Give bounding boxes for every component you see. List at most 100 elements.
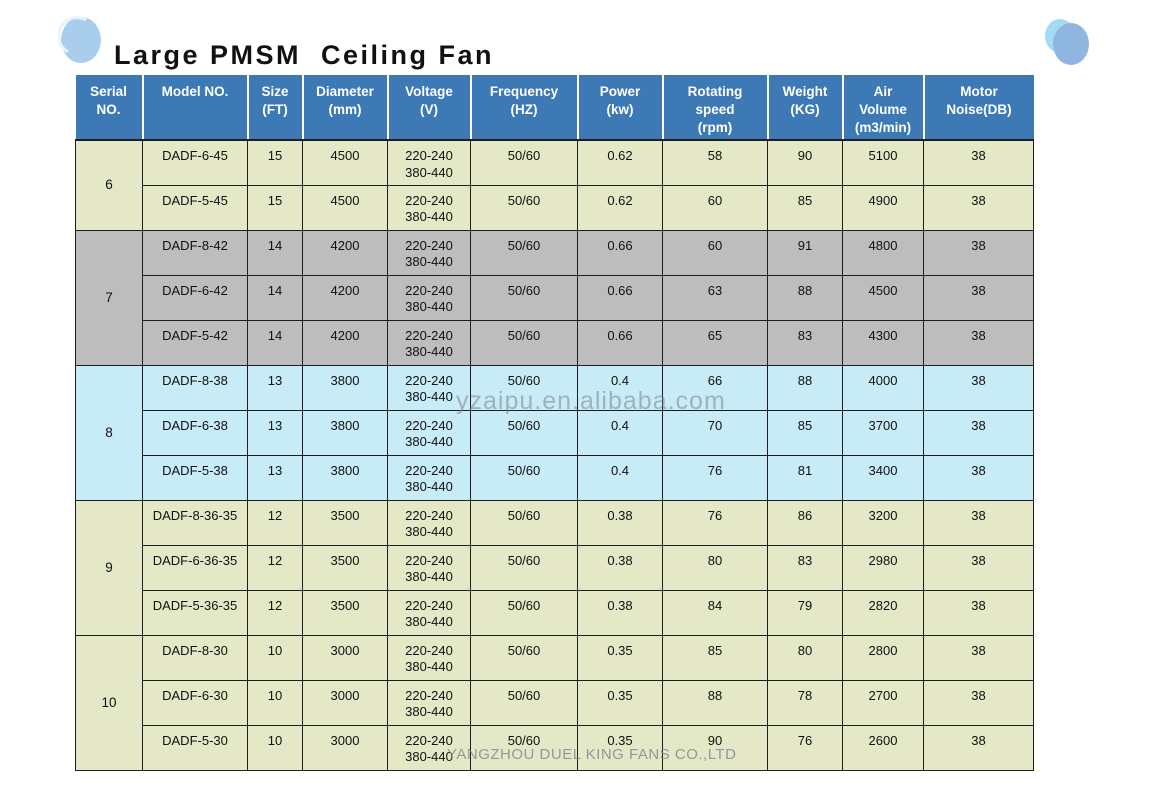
size-cell: 12 [247, 499, 303, 546]
noise-cell: 38 [923, 724, 1034, 771]
power-cell: 0.38 [577, 589, 663, 636]
size-cell: 15 [247, 184, 303, 231]
weight-cell: 85 [767, 409, 843, 456]
weight-cell: 91 [767, 229, 843, 276]
diameter-cell: 4500 [302, 184, 388, 231]
table-row: 10 DADF-8-30 10 3000 220-240 380-440 50/60 0.3… [75, 634, 1034, 771]
speed-cell: 65 [662, 319, 768, 366]
noise-cell: 38 [923, 589, 1034, 636]
table-row: 7 DADF-8-42 14 4200 220-240 380-440 50/60 0.66… [75, 229, 1034, 366]
speed-cell: 58 [662, 139, 768, 186]
noise-cell: 38 [923, 184, 1034, 231]
column-header-diameter: Diameter (mm) [302, 75, 389, 141]
table-body: 6 DADF-6-45 15 4500 220-240 380-440 50/60 0.62… [75, 139, 1034, 771]
diameter-cell: 3500 [302, 499, 388, 546]
voltage-cell: 220-240 380-440 [387, 319, 471, 366]
voltage-cell: 220-240 380-440 [387, 229, 471, 276]
frequency-cell: 50/60 [470, 409, 578, 456]
diameter-cell: 4200 [302, 274, 388, 321]
size-cell: 15 [247, 139, 303, 186]
model-cell: DADF-6-42 [142, 274, 248, 321]
diameter-cell: 4200 [302, 319, 388, 366]
power-cell: 0.66 [577, 274, 663, 321]
voltage-cell: 220-240 380-440 [387, 499, 471, 546]
voltage-cell: 220-240 380-440 [387, 184, 471, 231]
speed-cell: 60 [662, 184, 768, 231]
weight-cell: 80 [767, 634, 843, 681]
noise-cell: 38 [923, 409, 1034, 456]
power-cell: 0.35 [577, 679, 663, 726]
serial-cell: 7 [75, 229, 143, 366]
voltage-cell: 220-240 380-440 [387, 274, 471, 321]
weight-cell: 88 [767, 274, 843, 321]
frequency-cell: 50/60 [470, 319, 578, 366]
noise-cell: 38 [923, 634, 1034, 681]
size-cell: 10 [247, 679, 303, 726]
frequency-cell: 50/60 [470, 589, 578, 636]
table-row: DADF-6-42 14 4200 220-240 380-440 50/60 0.66 6… [76, 274, 1034, 321]
speed-cell: 88 [662, 679, 768, 726]
air-cell: 2800 [842, 634, 924, 681]
power-cell: 0.62 [577, 184, 663, 231]
power-cell: 0.66 [577, 319, 663, 366]
speed-cell: 90 [662, 724, 768, 771]
diameter-cell: 3000 [302, 634, 388, 681]
decorative-ellipse-left [58, 16, 101, 63]
column-header-size: Size (FT) [247, 75, 304, 141]
model-cell: DADF-5-42 [142, 319, 248, 366]
size-cell: 10 [247, 634, 303, 681]
weight-cell: 78 [767, 679, 843, 726]
noise-cell: 38 [923, 319, 1034, 366]
voltage-cell: 220-240 380-440 [387, 634, 471, 681]
column-header-speed: Rotating speed (rpm) [662, 75, 769, 141]
air-cell: 2980 [842, 544, 924, 591]
model-cell: DADF-5-30 [142, 724, 248, 771]
diameter-cell: 4500 [302, 139, 388, 186]
model-cell: DADF-5-36-35 [142, 589, 248, 636]
power-cell: 0.35 [577, 724, 663, 771]
table-row: DADF-5-45 15 4500 220-240 380-440 50/60 0.62 6… [76, 184, 1034, 231]
model-cell: DADF-6-30 [142, 679, 248, 726]
noise-cell: 38 [923, 544, 1034, 591]
air-cell: 4900 [842, 184, 924, 231]
table-row: DADF-5-36-35 12 3500 220-240 380-440 50/60 0.… [76, 589, 1034, 636]
speed-cell: 85 [662, 634, 768, 681]
table-row: 9 DADF-8-36-35 12 3500 220-240 380-440 50/60 0… [75, 499, 1034, 636]
diameter-cell: 3800 [302, 409, 388, 456]
column-header-air: Air Volume (m3/min) [842, 75, 925, 141]
size-cell: 10 [247, 724, 303, 771]
table-row: DADF-6-38 13 3800 220-240 380-440 50/60 0.4 70… [76, 409, 1034, 456]
column-header-weight: Weight (KG) [767, 75, 844, 141]
table-row: DADF-5-30 10 3000 220-240 380-440 50/60 0.35 9… [76, 724, 1034, 771]
frequency-cell: 50/60 [470, 184, 578, 231]
table-row: DADF-5-38 13 3800 220-240 380-440 50/60 0.4 76… [76, 454, 1034, 501]
air-cell: 5100 [842, 139, 924, 186]
model-cell: DADF-6-45 [142, 139, 248, 186]
noise-cell: 38 [923, 679, 1034, 726]
voltage-cell: 220-240 380-440 [387, 139, 471, 186]
power-cell: 0.66 [577, 229, 663, 276]
size-cell: 13 [247, 454, 303, 501]
weight-cell: 83 [767, 544, 843, 591]
weight-cell: 88 [767, 364, 843, 411]
frequency-cell: 50/60 [470, 454, 578, 501]
weight-cell: 76 [767, 724, 843, 771]
noise-cell: 38 [923, 274, 1034, 321]
table-row: DADF-6-36-35 12 3500 220-240 380-440 50/60 0.… [76, 544, 1034, 591]
noise-cell: 38 [923, 454, 1034, 501]
serial-cell: 10 [75, 634, 143, 771]
decorative-ellipse-right [1045, 19, 1089, 65]
frequency-cell: 50/60 [470, 544, 578, 591]
speed-cell: 63 [662, 274, 768, 321]
voltage-cell: 220-240 380-440 [387, 589, 471, 636]
air-cell: 4500 [842, 274, 924, 321]
diameter-cell: 3800 [302, 454, 388, 501]
weight-cell: 83 [767, 319, 843, 366]
serial-cell: 9 [75, 499, 143, 636]
model-cell: DADF-8-30 [142, 634, 248, 681]
frequency-cell: 50/60 [470, 139, 578, 186]
air-cell: 3400 [842, 454, 924, 501]
power-cell: 0.35 [577, 634, 663, 681]
model-cell: DADF-8-36-35 [142, 499, 248, 546]
weight-cell: 86 [767, 499, 843, 546]
